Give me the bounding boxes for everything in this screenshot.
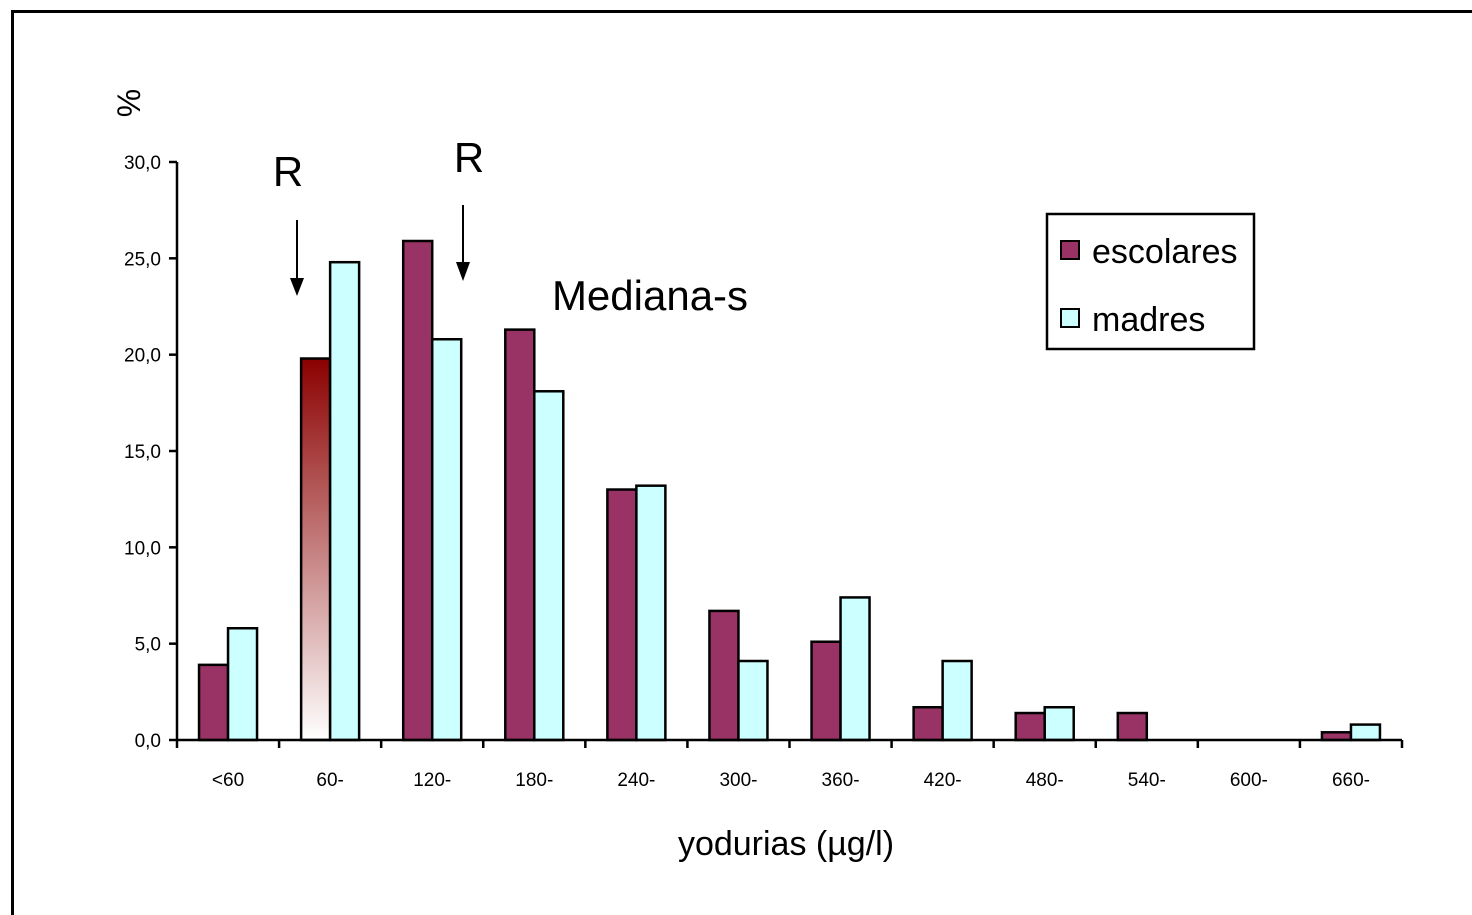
x-tick-label-6: 360-: [822, 770, 860, 791]
bar-madres-5: [737, 659, 769, 742]
y-tick-label-4: 20,0: [124, 346, 161, 367]
x-tick-label-11: 660-: [1332, 770, 1370, 791]
bar-madres-7: [941, 659, 973, 742]
x-tick-label-3: 180-: [515, 770, 553, 791]
y-tick-label-2: 10,0: [124, 538, 161, 559]
bar-escolares-9: [1116, 711, 1149, 742]
bar-escolares-2: [401, 239, 434, 742]
x-tick-label-5: 300-: [719, 770, 757, 791]
bar-escolares-1: [299, 357, 332, 742]
legend-swatch-escolares: [1060, 240, 1080, 260]
x-tick-label-8: 480-: [1026, 770, 1064, 791]
bar-madres-6: [839, 596, 871, 742]
x-tick-label-1: 60-: [316, 770, 343, 791]
y-tick-label-5: 25,0: [124, 249, 161, 270]
bar-madres-8: [1043, 705, 1075, 742]
bar-escolares-7: [912, 705, 944, 742]
bar-escolares-3: [504, 328, 536, 742]
bar-escolares-5: [708, 609, 740, 742]
legend-label-escolares: escolares: [1092, 233, 1238, 271]
x-axis-label: yodurias (µg/l): [678, 825, 894, 863]
y-tick-label-6: 30,0: [124, 153, 161, 174]
bar-escolares-8: [1014, 711, 1046, 742]
bar-escolares-0: [197, 663, 230, 742]
legend: escolares madres: [1045, 212, 1256, 351]
bar-madres-4: [635, 484, 667, 742]
x-tick-label-2: 120-: [413, 770, 451, 791]
x-tick-label-7: 420-: [924, 770, 962, 791]
x-tick-label-0: <60: [212, 770, 244, 791]
bar-madres-1: [328, 260, 361, 742]
legend-label-madres: madres: [1092, 301, 1205, 339]
x-tick-label-9: 540-: [1128, 770, 1166, 791]
bar-escolares-4: [606, 488, 638, 742]
annotation-r-1: R: [273, 148, 303, 195]
y-axis-label: %: [111, 89, 147, 117]
annotation-arrow-2: [456, 205, 470, 281]
bar-madres-11: [1349, 723, 1382, 742]
y-tick-label-1: 5,0: [135, 635, 161, 656]
y-tick-label-0: 0,0: [135, 731, 161, 752]
y-tick-label-3: 15,0: [124, 442, 161, 463]
bar-madres-2: [430, 338, 463, 742]
annotation-mediana: Mediana-s: [552, 272, 748, 319]
bar-escolares-6: [810, 640, 842, 742]
x-tick-label-4: 240-: [617, 770, 655, 791]
legend-swatch-madres: [1060, 308, 1080, 328]
bar-madres-0: [226, 627, 259, 742]
x-tick-label-10: 600-: [1230, 770, 1268, 791]
chart-frame: [11, 10, 1472, 915]
bar-madres-3: [533, 390, 565, 742]
annotation-r-2: R: [454, 134, 484, 181]
annotation-arrow-1: [290, 220, 304, 296]
